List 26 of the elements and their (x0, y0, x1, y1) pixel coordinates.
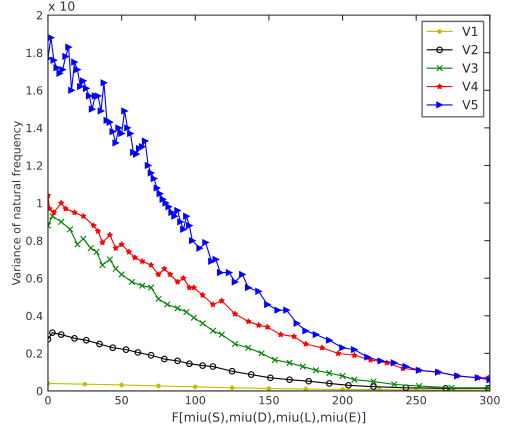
x-tick-label: 150 (260, 396, 279, 404)
y-tick-label: 0.2 (26, 349, 42, 358)
y-tick-label: 1 (37, 199, 42, 208)
legend-label: V4 (462, 82, 478, 91)
x-tick-label: 250 (406, 396, 426, 404)
legend-label: V2 (462, 44, 478, 54)
x-tick-label: 0 (45, 396, 51, 404)
y-tick-label: 0.4 (26, 312, 42, 320)
y-tick-label: 1.6 (26, 86, 42, 95)
text: x 10 (48, 1, 74, 11)
y-tick-label: 0.6 (26, 274, 42, 283)
legend-label: V5 (462, 100, 478, 110)
legend-label: V3 (462, 63, 478, 73)
y-tick-label: 1.8 (26, 48, 42, 58)
x-axis-title: F[miu(S),miu(D),miu(L),miu(E)] (172, 412, 366, 424)
x-tick-label: 50 (115, 396, 128, 404)
y-axis-title: Variance of natural frequency (12, 121, 23, 286)
legend-label: V1 (462, 26, 478, 36)
x-tick-label: 300 (480, 396, 500, 404)
y-tick-label: 1.4 (26, 124, 42, 132)
y-tick-label: 0.8 (26, 236, 42, 246)
x-tick-label: 200 (332, 396, 352, 404)
y-tick-label: 1.2 (26, 161, 42, 170)
x-tick-label: 100 (186, 396, 206, 404)
y-tick-label: 0 (36, 386, 42, 396)
y-tick-label: 2 (36, 11, 42, 20)
